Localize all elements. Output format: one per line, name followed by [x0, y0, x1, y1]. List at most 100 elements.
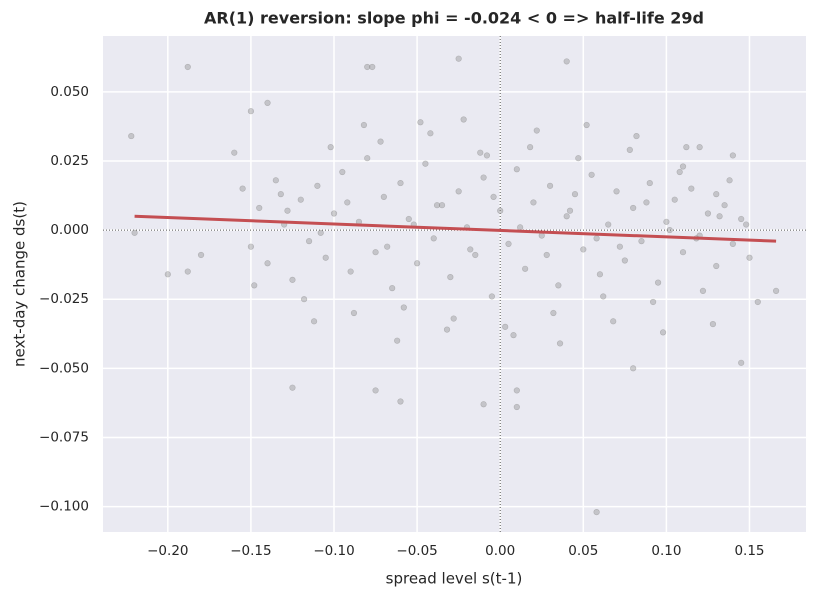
data-point [317, 229, 324, 236]
data-point [455, 55, 462, 62]
data-point [251, 282, 258, 289]
data-point [455, 188, 462, 195]
data-point [477, 149, 484, 156]
data-point [555, 282, 562, 289]
data-point [389, 285, 396, 292]
data-point [583, 121, 590, 129]
data-point [556, 340, 564, 347]
data-point [488, 293, 495, 300]
data-point [272, 177, 279, 184]
data-point [297, 196, 304, 203]
data-point [314, 182, 321, 189]
data-point [277, 191, 284, 198]
data-point [699, 287, 707, 295]
data-point [643, 199, 650, 206]
data-point [543, 251, 550, 259]
data-point [633, 132, 640, 140]
data-point [422, 160, 429, 167]
data-point [546, 182, 554, 189]
data-point [688, 185, 695, 192]
data-point [372, 249, 379, 256]
data-point [231, 149, 238, 156]
data-point [350, 309, 358, 317]
data-point [397, 179, 404, 187]
regression-line [134, 214, 777, 243]
data-point [372, 387, 379, 394]
y-tick-label: 0.050 [50, 84, 89, 100]
data-point [575, 155, 582, 162]
data-point [394, 337, 401, 344]
data-point [605, 221, 612, 228]
data-point [527, 144, 534, 151]
data-point [510, 332, 517, 339]
data-point [483, 152, 491, 159]
data-point [360, 121, 368, 129]
y-tick-label: 0.025 [50, 153, 89, 169]
data-point [300, 296, 308, 303]
data-point [344, 199, 351, 206]
data-point [364, 63, 371, 71]
data-point [726, 177, 733, 184]
data-point [480, 174, 487, 181]
data-point [400, 304, 407, 311]
data-point [676, 168, 683, 176]
data-point [384, 243, 391, 250]
data-point [490, 193, 497, 201]
data-point [593, 508, 600, 516]
data-point [600, 293, 607, 300]
data-point [580, 246, 587, 253]
data-point [264, 260, 271, 267]
data-point [663, 218, 670, 225]
data-point [327, 144, 334, 151]
data-point [377, 138, 384, 145]
x-tick-label: 0.00 [485, 543, 515, 559]
data-point [184, 268, 191, 275]
data-point [709, 320, 717, 328]
data-point [530, 199, 537, 206]
data-point [613, 188, 620, 195]
data-point [447, 273, 454, 281]
data-point [380, 193, 387, 201]
data-point [630, 365, 637, 372]
data-point [330, 210, 338, 217]
data-point [289, 276, 296, 283]
data-point [247, 108, 255, 115]
data-point [659, 329, 667, 336]
data-point [305, 238, 313, 245]
data-point [696, 144, 703, 151]
data-point [310, 318, 318, 325]
data-point [128, 132, 135, 140]
data-point [563, 213, 570, 220]
data-point [729, 152, 736, 159]
data-point [671, 196, 678, 203]
data-point [610, 318, 617, 325]
data-point [256, 204, 263, 212]
data-point [284, 207, 291, 214]
data-point [513, 166, 520, 173]
x-tick-label: 0.10 [651, 543, 681, 559]
data-point [533, 127, 540, 134]
data-point [339, 168, 346, 176]
data-point [746, 254, 753, 261]
x-axis-label: spread level s(t-1) [386, 570, 523, 588]
y-axis-label: next-day change ds(t) [11, 201, 29, 367]
data-point [721, 202, 728, 209]
data-point [505, 240, 512, 248]
data-point [679, 163, 687, 170]
data-point [588, 171, 595, 178]
data-point [713, 262, 720, 270]
data-point [438, 202, 446, 209]
data-point [480, 401, 487, 408]
y-tick-label: −0.075 [39, 429, 89, 445]
data-point [650, 298, 657, 306]
data-point [405, 215, 412, 223]
data-point [467, 246, 474, 253]
data-point [738, 359, 745, 366]
y-tick-label: −0.100 [39, 499, 89, 515]
data-point [414, 260, 421, 267]
x-tick-label: −0.10 [313, 543, 354, 559]
plot-area [103, 36, 806, 532]
y-tick-label: −0.025 [39, 291, 89, 307]
data-point [704, 210, 712, 217]
